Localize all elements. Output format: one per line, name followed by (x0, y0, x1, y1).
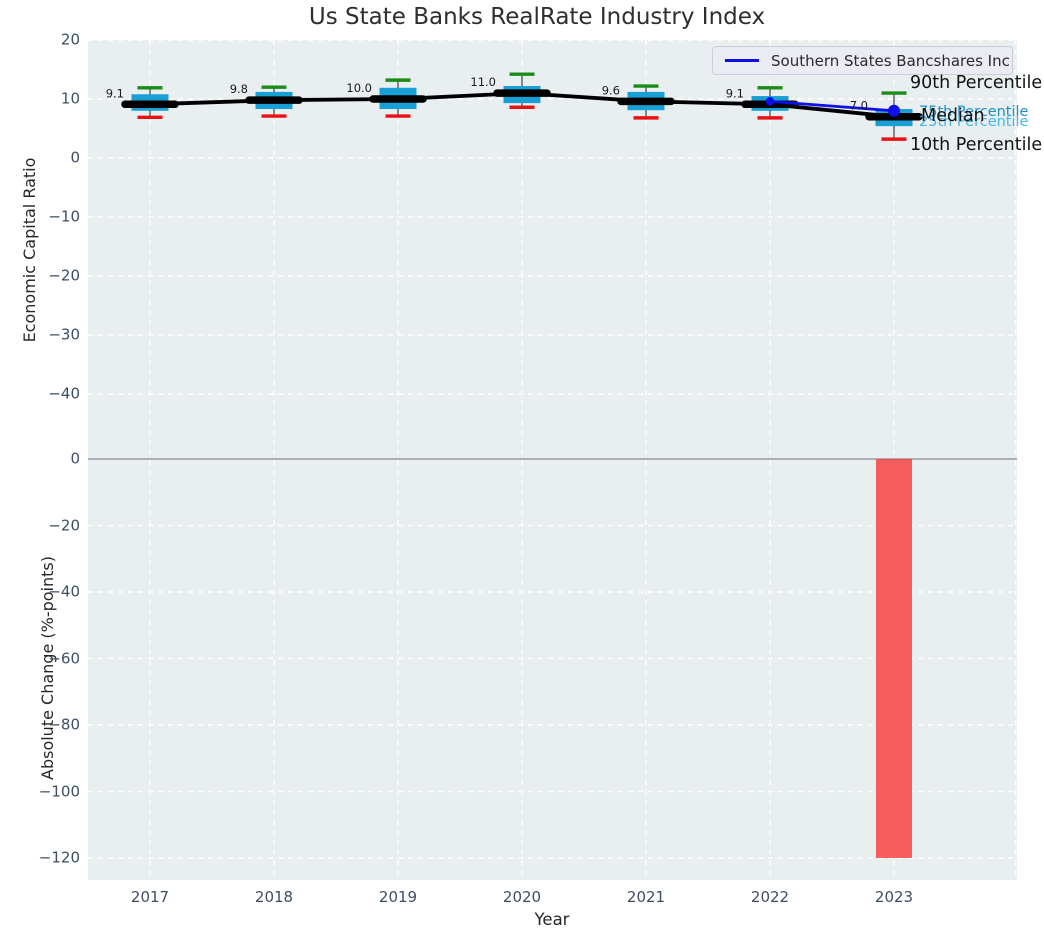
change-bar (876, 459, 912, 858)
bottom-y-tick-label: −60 (48, 649, 80, 667)
median-value-label: 9.1 (726, 86, 744, 100)
median-value-label: 11.0 (470, 75, 496, 89)
plot-area: 9.1 9.8 10.0 11.0 9.6 9.1 7.0 (88, 40, 1017, 880)
median-value-label: 9.1 (106, 86, 124, 100)
median-value-label: 10.0 (346, 81, 372, 95)
chart-canvas: 9.1 9.8 10.0 11.0 9.6 9.1 7.0 (88, 40, 1017, 880)
legend-line-sample (725, 59, 759, 62)
chart-title: Us State Banks RealRate Industry Index (308, 4, 766, 30)
annotation-25th-percentile: 25th Percentile (919, 114, 1029, 130)
annotation-90th-percentile: 90th Percentile (910, 73, 1043, 93)
x-tick-label: 2019 (378, 888, 418, 906)
annotation-75th-percentile: 75th Percentile (919, 104, 1029, 120)
bottom-y-tick-label: −20 (48, 516, 80, 534)
median-value-label: 7.0 (850, 99, 868, 113)
top-y-tick-label: −10 (48, 207, 80, 226)
bottom-y-tick-label: −80 (48, 715, 80, 734)
median-value-label: 9.8 (230, 82, 248, 96)
legend-label: Southern States Bancshares Inc (771, 51, 1010, 70)
company-marker (888, 104, 900, 117)
top-y-tick-label: −40 (48, 384, 80, 403)
bottom-y-tick-label: −100 (38, 782, 80, 800)
top-y-tick-label: 10 (60, 89, 80, 108)
x-tick-label: 2018 (254, 888, 294, 906)
x-tick-label: 2023 (874, 888, 914, 906)
company-line (769, 99, 895, 113)
annotation-median: Median (921, 106, 985, 126)
bottom-y-tick-label: −40 (48, 582, 80, 601)
annotation-10th-percentile: 10th Percentile (910, 135, 1043, 155)
bottom-y-tick-label: 0 (70, 449, 80, 468)
top-y-tick-label: −20 (48, 266, 80, 285)
company-marker (765, 97, 775, 106)
x-tick-label: 2022 (750, 888, 790, 906)
top-y-axis-label: Economic Capital Ratio (20, 157, 39, 343)
x-tick-label: 2017 (130, 888, 170, 906)
top-y-tick-label: 20 (60, 30, 80, 49)
median-value-label: 9.6 (602, 83, 620, 97)
top-y-tick-label: −30 (48, 325, 80, 344)
x-tick-label: 2021 (626, 888, 666, 906)
bottom-y-tick-label: −120 (38, 848, 80, 867)
x-tick-label: 2020 (502, 888, 542, 906)
x-axis-label: Year (534, 910, 570, 929)
top-y-tick-label: 0 (70, 148, 80, 167)
legend: Southern States Bancshares Inc (712, 46, 1013, 75)
